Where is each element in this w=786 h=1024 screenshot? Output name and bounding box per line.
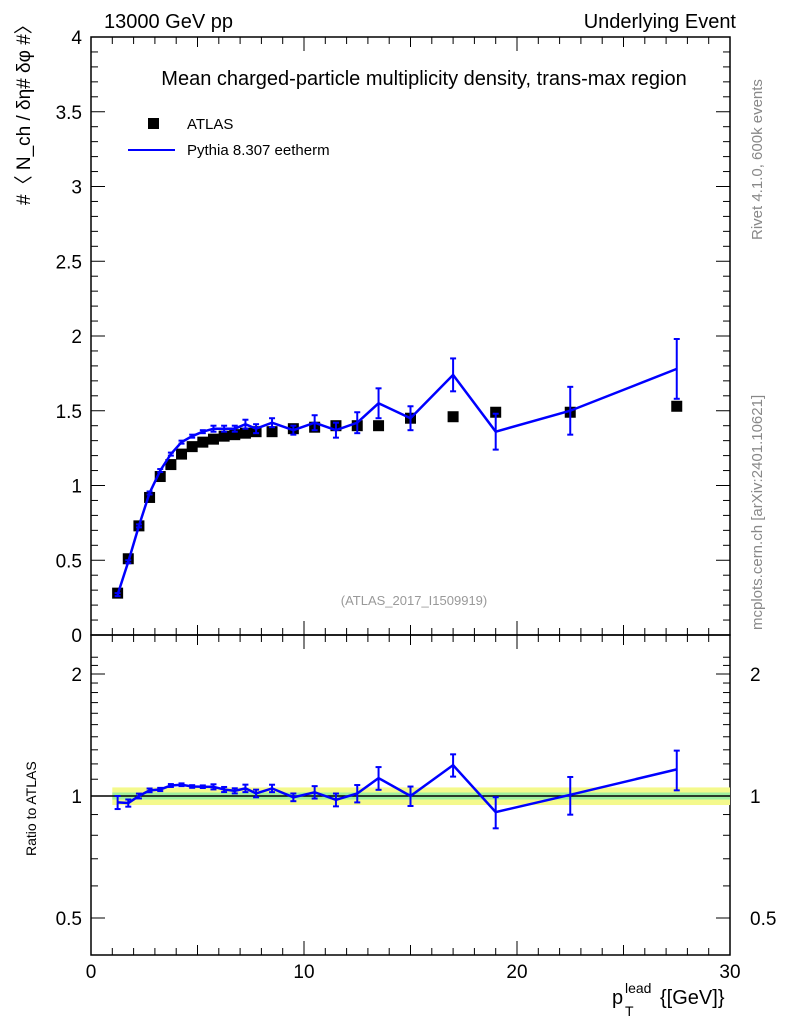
y-tick-label: 4 [71, 28, 82, 49]
y-tick-label: 3 [71, 178, 82, 199]
y-tick-label: 1.5 [56, 402, 82, 423]
atlas-point [186, 441, 198, 453]
x-label-sup: lead [625, 980, 651, 996]
atlas-point [447, 411, 459, 423]
ratio-y-tick-label: 1 [71, 787, 82, 808]
top-left-label: 13000 GeV pp [104, 11, 233, 33]
y-tick-label: 0.5 [56, 551, 82, 572]
x-tick-label: 30 [719, 962, 740, 983]
mcplots-label: mcplots.cern.ch [arXiv:2401.10621] [749, 395, 766, 630]
analysis-watermark: (ATLAS_2017_I1509919) [341, 593, 487, 608]
atlas-point [239, 427, 251, 439]
ratio-y-tick-label: 2 [71, 665, 82, 686]
y-axis-label: #〈 N_ch / δη# δφ #〉 [13, 15, 35, 205]
atlas-point [373, 420, 385, 432]
legend-atlas-marker [148, 118, 159, 129]
atlas-point [218, 430, 230, 442]
atlas-point [266, 426, 278, 438]
atlas-point [176, 448, 188, 460]
x-label-main: p [612, 987, 623, 1009]
x-tick-label: 0 [86, 962, 97, 983]
top-right-label: Underlying Event [584, 11, 737, 33]
atlas-point [165, 459, 177, 471]
ratio-y-tick-label: 0.5 [56, 909, 82, 930]
y-tick-label: 2 [71, 327, 82, 348]
atlas-point [207, 433, 219, 445]
y-tick-label: 2.5 [56, 252, 82, 273]
atlas-point [197, 436, 209, 448]
x-tick-label: 10 [293, 962, 314, 983]
pythia-line [116, 367, 678, 596]
atlas-point [144, 491, 156, 503]
rivet-label: Rivet 4.1.0, 600k events [749, 79, 766, 240]
ratio-y-axis-label: Ratio to ATLAS [23, 761, 39, 856]
ratio-y-tick-label-right: 2 [750, 665, 761, 686]
ratio-y-tick-label-right: 1 [750, 787, 761, 808]
y-tick-label: 3.5 [56, 103, 82, 124]
atlas-point [229, 429, 241, 441]
x-axis-label: p T lead {[GeV]} [612, 980, 725, 1019]
y-tick-label: 0 [71, 626, 82, 647]
x-label-unit: {[GeV]} [660, 987, 725, 1009]
atlas-point [490, 406, 502, 418]
legend-atlas-label: ATLAS [187, 116, 233, 133]
chart-title: Mean charged-particle multiplicity densi… [161, 68, 686, 90]
x-label-sub: T [625, 1003, 634, 1019]
y-tick-label: 1 [71, 477, 82, 498]
x-tick-label: 20 [506, 962, 527, 983]
ratio-y-tick-label-right: 0.5 [750, 909, 776, 930]
legend-pythia-label: Pythia 8.307 eetherm [187, 142, 330, 159]
atlas-point [154, 471, 166, 483]
atlas-point [671, 400, 683, 412]
